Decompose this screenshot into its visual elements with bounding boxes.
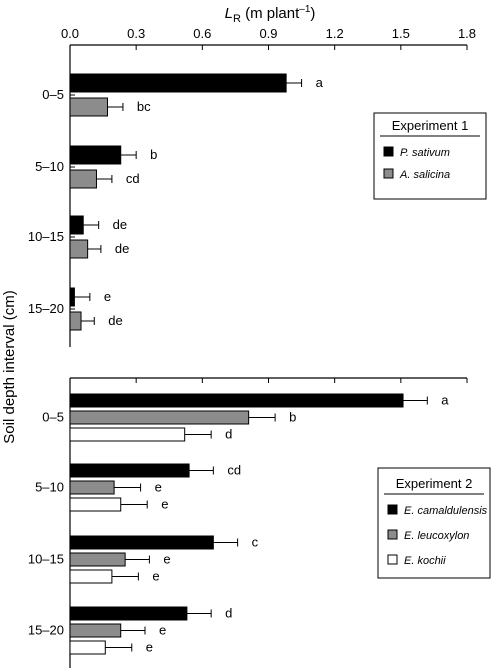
x-tick-label: 1.5: [392, 26, 410, 41]
legend-title: Experiment 1: [392, 118, 469, 133]
significance-label: e: [159, 623, 166, 638]
significance-label: bc: [137, 99, 151, 114]
x-axis-title-subscript: R: [233, 13, 241, 25]
x-axis-title-units: (m plant: [241, 5, 300, 22]
bar: [69, 480, 115, 495]
legend-swatch: [387, 504, 398, 515]
significance-label: cd: [126, 171, 140, 186]
panel-experiment-2: 0–5abd5–10cdee10–15cee15–20deeExperiment…: [28, 377, 491, 668]
legend-swatch: [383, 168, 394, 179]
bar: [69, 287, 75, 307]
category-label: 0–5: [42, 87, 64, 102]
significance-label: e: [152, 569, 159, 584]
category-label: 15–20: [28, 301, 64, 316]
significance-label: e: [161, 497, 168, 512]
legend-item-label: E. camaldulensis: [404, 505, 488, 517]
x-tick-label: 1.2: [326, 26, 344, 41]
significance-label: e: [146, 640, 153, 655]
bar: [69, 311, 82, 331]
bar: [69, 552, 126, 567]
significance-label: c: [252, 535, 259, 550]
legend-swatch: [387, 529, 398, 540]
bar: [69, 239, 89, 259]
category-label: 10–15: [28, 552, 64, 567]
y-axis-title: Soil depth interval (cm): [1, 290, 18, 443]
bar: [69, 169, 97, 189]
category-label: 15–20: [28, 623, 64, 638]
legend-swatch: [387, 554, 398, 565]
significance-label: a: [441, 393, 449, 408]
significance-label: e: [104, 289, 111, 304]
x-tick-label: 0.3: [127, 26, 145, 41]
legend-swatch: [383, 146, 394, 157]
significance-label: d: [225, 427, 232, 442]
bar: [69, 623, 122, 638]
significance-label: de: [115, 241, 129, 256]
significance-label: e: [163, 552, 170, 567]
significance-label: d: [225, 606, 232, 621]
bar: [69, 606, 188, 621]
panel-experiment-1: 0.0 0.3 0.6 0.9 1.2 1.5 1.8 0–5 a bc 5–10 bcd 10–15 d…: [28, 26, 487, 347]
category-label: 5–10: [35, 159, 64, 174]
significance-label: cd: [227, 463, 241, 478]
x-tick-label: 1.8: [458, 26, 476, 41]
x-tick-label: 0.0: [61, 26, 79, 41]
x-tick-label: 0.6: [193, 26, 211, 41]
category-label: 5–10: [35, 480, 64, 495]
bar: [69, 427, 186, 442]
bar: [69, 215, 84, 235]
significance-label: de: [108, 313, 122, 328]
x-axis-title-superscript: –1: [299, 4, 311, 15]
significance-label: b: [150, 147, 157, 162]
bar: [69, 640, 106, 655]
x-axis-title: LR (m plant–1): [225, 4, 316, 25]
bar: [69, 145, 122, 165]
bar: [69, 569, 113, 584]
bar: [69, 535, 214, 550]
x-axis-title-close: ): [310, 5, 315, 22]
significance-label: de: [113, 217, 127, 232]
bar: [69, 73, 287, 93]
bar: [69, 97, 108, 117]
bar: [69, 497, 122, 512]
bar: [69, 393, 404, 408]
category-label: 0–5: [42, 410, 64, 425]
significance-label: a: [316, 75, 324, 90]
legend-title: Experiment 2: [396, 476, 473, 491]
x-axis-title-symbol: L: [225, 5, 233, 22]
category-label: 10–15: [28, 229, 64, 244]
bar: [69, 410, 250, 425]
legend-item-label: E. leucoxylon: [404, 530, 469, 542]
legend-item-label: P. sativum: [400, 147, 450, 159]
significance-label: b: [289, 410, 296, 425]
legend-item-label: E. kochii: [404, 555, 446, 567]
x-tick-label: 0.9: [259, 26, 277, 41]
bar: [69, 463, 190, 478]
significance-label: e: [155, 480, 162, 495]
legend-item-label: A. salicina: [399, 169, 450, 181]
